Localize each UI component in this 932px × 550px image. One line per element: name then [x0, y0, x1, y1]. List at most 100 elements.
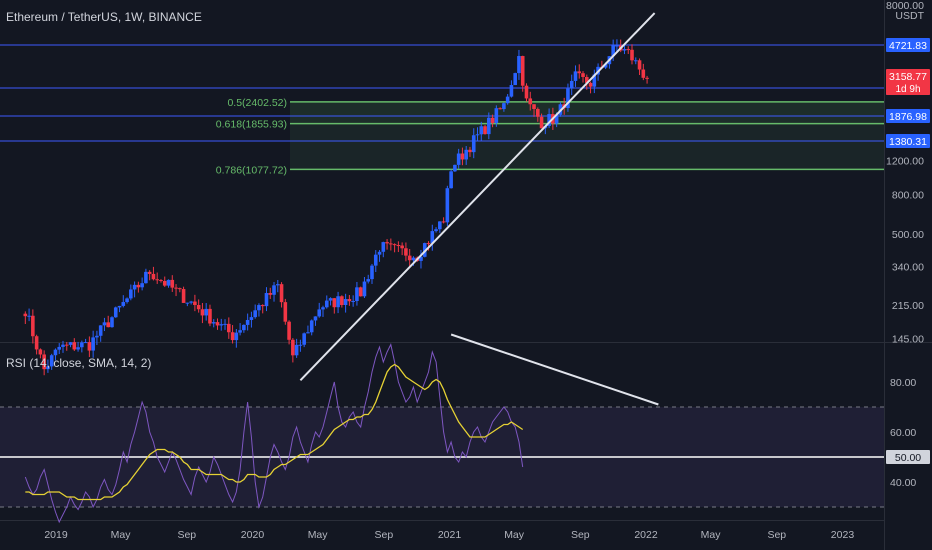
rsi-axis-tick-label: 80.00 — [890, 377, 916, 389]
candle-body — [487, 117, 491, 135]
candle-body — [291, 339, 295, 356]
candle-body — [385, 242, 389, 244]
candle-body — [566, 88, 570, 108]
candle-body — [471, 135, 476, 153]
price-axis-tick-label: 340.00 — [892, 262, 924, 274]
candle-body — [392, 244, 397, 246]
level-price-badge: 4721.83 — [889, 40, 927, 52]
candle-body — [528, 98, 533, 105]
candle-body — [185, 302, 190, 304]
candle-body — [76, 347, 80, 350]
candle-body — [147, 271, 152, 274]
time-axis-tick-label: 2020 — [241, 529, 265, 541]
candle-body — [313, 316, 318, 321]
candle-body — [230, 332, 235, 341]
candle-body — [159, 280, 163, 282]
candle-body — [615, 45, 619, 47]
candle-body — [468, 149, 472, 153]
rsi-title: RSI (14, close, SMA, 14, 2) — [6, 356, 152, 370]
candle-body — [502, 103, 506, 110]
candle-body — [279, 284, 284, 303]
candle-body — [140, 283, 144, 288]
candle-body — [23, 313, 28, 317]
candle-body — [27, 315, 31, 317]
candle-body — [49, 355, 54, 367]
time-axis-tick-label: May — [504, 529, 525, 541]
rsi-ma-line — [25, 363, 524, 501]
candle-body — [204, 308, 208, 316]
candle-body — [396, 245, 401, 247]
candle-body — [155, 279, 160, 281]
candle-body — [61, 344, 65, 347]
candle-body — [166, 279, 171, 286]
candle-body — [351, 300, 355, 302]
candle-body — [110, 317, 114, 328]
currency-label: USDT — [895, 10, 924, 22]
candle-body — [245, 319, 250, 325]
candle-body — [464, 149, 469, 160]
fib-zone: 0.5(2402.52) 0.618(1855.93) 0.786(1077.72) — [216, 97, 884, 176]
price-axis-tick-label: 1200.00 — [886, 155, 924, 167]
time-axis-tick-label: Sep — [571, 529, 590, 541]
candle-body — [592, 74, 597, 87]
candle-body — [366, 279, 371, 282]
candle-body — [121, 302, 126, 306]
time-axis-tick-label: 2021 — [438, 529, 462, 541]
candle-body — [460, 153, 465, 160]
candle-body — [370, 265, 374, 280]
candle-body — [283, 302, 288, 322]
candle-body — [332, 298, 337, 308]
candle-body — [611, 45, 615, 57]
candle-body — [117, 305, 122, 308]
candle-body — [189, 301, 193, 303]
candle-body — [211, 322, 216, 324]
time-axis-tick-label: Sep — [177, 529, 196, 541]
rsi-midline-badge-bg — [886, 450, 930, 464]
candle-body — [358, 287, 363, 297]
axes: 8000.00 1200.00 800.00 500.00 340.00 215.00 14… — [44, 0, 924, 541]
fib-level-label: 0.786(1077.72) — [216, 164, 287, 176]
candle-body — [306, 332, 310, 334]
candle-body — [535, 108, 540, 117]
trendlines[interactable] — [299, 12, 659, 406]
candle-body — [573, 71, 578, 81]
candle-body — [102, 322, 107, 326]
current-price-badge-countdown: 1d 9h — [895, 84, 920, 95]
candle-body — [513, 73, 517, 86]
candle-body — [193, 301, 197, 306]
candle-body — [494, 108, 499, 123]
candle-body — [106, 322, 111, 328]
price-axis-tick-label: 215.00 — [892, 300, 924, 312]
candle-body — [64, 344, 69, 346]
time-axis-tick-label: Sep — [374, 529, 393, 541]
rsi-axis-tick-label: 40.00 — [890, 477, 916, 489]
rsi-trendline — [450, 333, 659, 406]
candle-body — [287, 321, 291, 340]
candle-body — [588, 82, 593, 87]
price-axis-tick-label: 800.00 — [892, 189, 924, 201]
candle-body — [38, 349, 43, 355]
candle-body — [520, 56, 525, 86]
rsi-pane — [0, 342, 884, 524]
candle-body — [324, 300, 329, 308]
current-price-badge-bg — [886, 69, 930, 95]
candle-body — [377, 251, 382, 255]
candle-body — [223, 323, 227, 325]
rsi-axis-tick-label: 60.00 — [890, 427, 916, 439]
candle-body — [174, 287, 178, 289]
candle-body — [132, 284, 137, 290]
time-axis-tick-label: May — [111, 529, 132, 541]
candle-body — [343, 299, 348, 306]
candle-body — [577, 71, 582, 74]
price-axis-tick-label: 145.00 — [892, 333, 924, 345]
candle-body — [445, 188, 450, 223]
price-levels — [0, 44, 884, 142]
candle-body — [449, 171, 453, 189]
candle-body — [302, 333, 306, 345]
candle-body — [422, 243, 427, 257]
candle-body — [328, 298, 333, 301]
fib-zone-fill — [290, 101, 884, 170]
time-axis-tick-label: May — [308, 529, 329, 541]
